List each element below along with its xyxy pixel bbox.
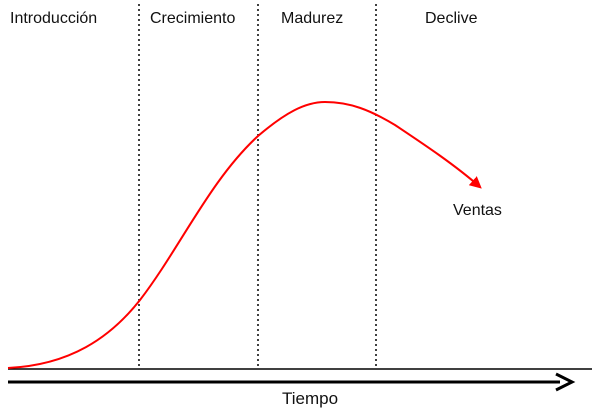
stage-label-declive: Declive: [425, 10, 478, 27]
time-axis-arrowhead: [555, 372, 576, 392]
stage-label-crecimiento: Crecimiento: [150, 10, 235, 27]
stage-label-introduccion: Introducción: [10, 10, 97, 27]
sales-curve: [7, 100, 482, 369]
x-axis-label: Tiempo: [282, 389, 338, 408]
stage-label-madurez: Madurez: [281, 10, 343, 27]
series-label-ventas: Ventas: [453, 202, 502, 219]
